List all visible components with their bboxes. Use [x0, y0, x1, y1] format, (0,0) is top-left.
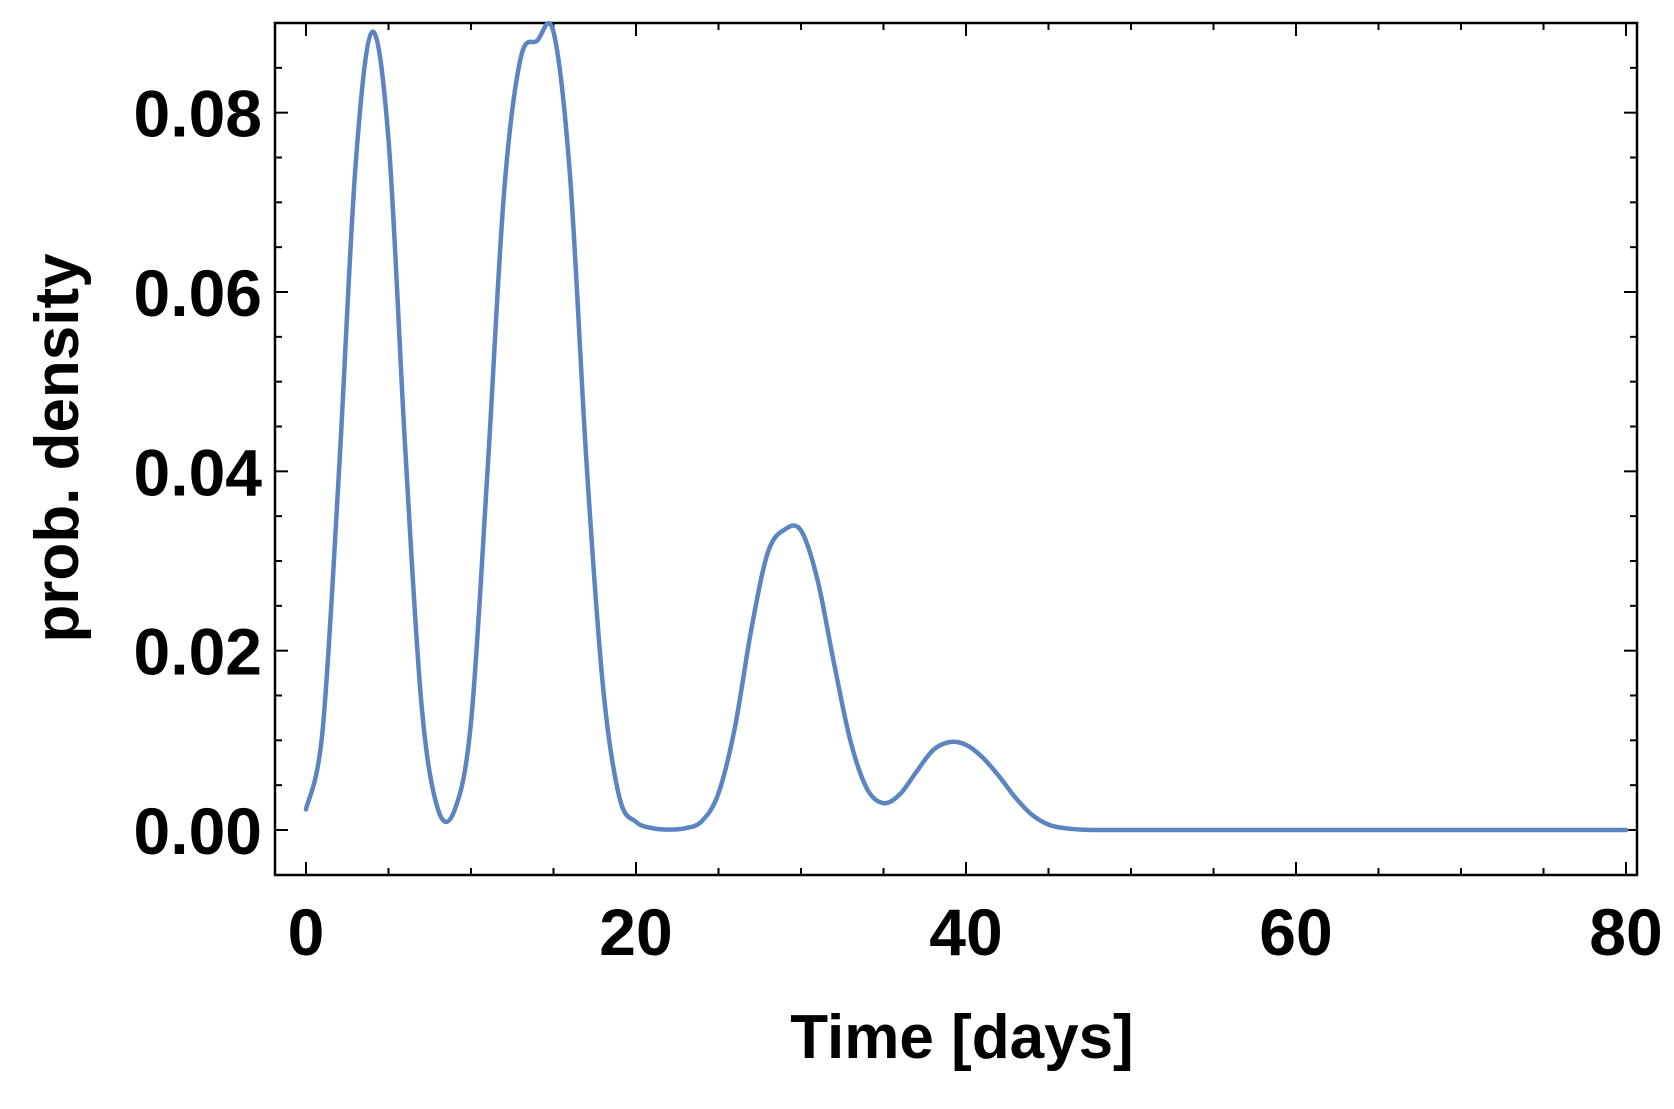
- y-tick-label: 0.02: [134, 615, 262, 689]
- y-tick-labels: 0.00 0.02 0.04 0.06 0.08: [134, 77, 263, 868]
- x-tick-label: 40: [929, 895, 1002, 969]
- y-tick-label: 0.00: [134, 794, 262, 868]
- y-ticks: [275, 22, 1637, 831]
- y-tick-label: 0.04: [134, 435, 263, 509]
- series-group: [303, 21, 1629, 833]
- x-ticks: [305, 23, 1627, 875]
- y-tick-label: 0.06: [134, 256, 262, 330]
- series-line: [303, 21, 1629, 833]
- x-tick-label: 0: [288, 895, 325, 969]
- x-tick-label: 60: [1259, 895, 1332, 969]
- x-tick-label: 20: [599, 895, 672, 969]
- plot-frame: [273, 21, 1639, 877]
- x-tick-label: 80: [1589, 895, 1662, 969]
- y-axis-label: prob. density: [23, 253, 92, 643]
- x-tick-labels: 0 20 40 60 80: [288, 895, 1663, 969]
- x-axis-label: Time [days]: [790, 1003, 1133, 1072]
- y-tick-label: 0.08: [134, 77, 262, 151]
